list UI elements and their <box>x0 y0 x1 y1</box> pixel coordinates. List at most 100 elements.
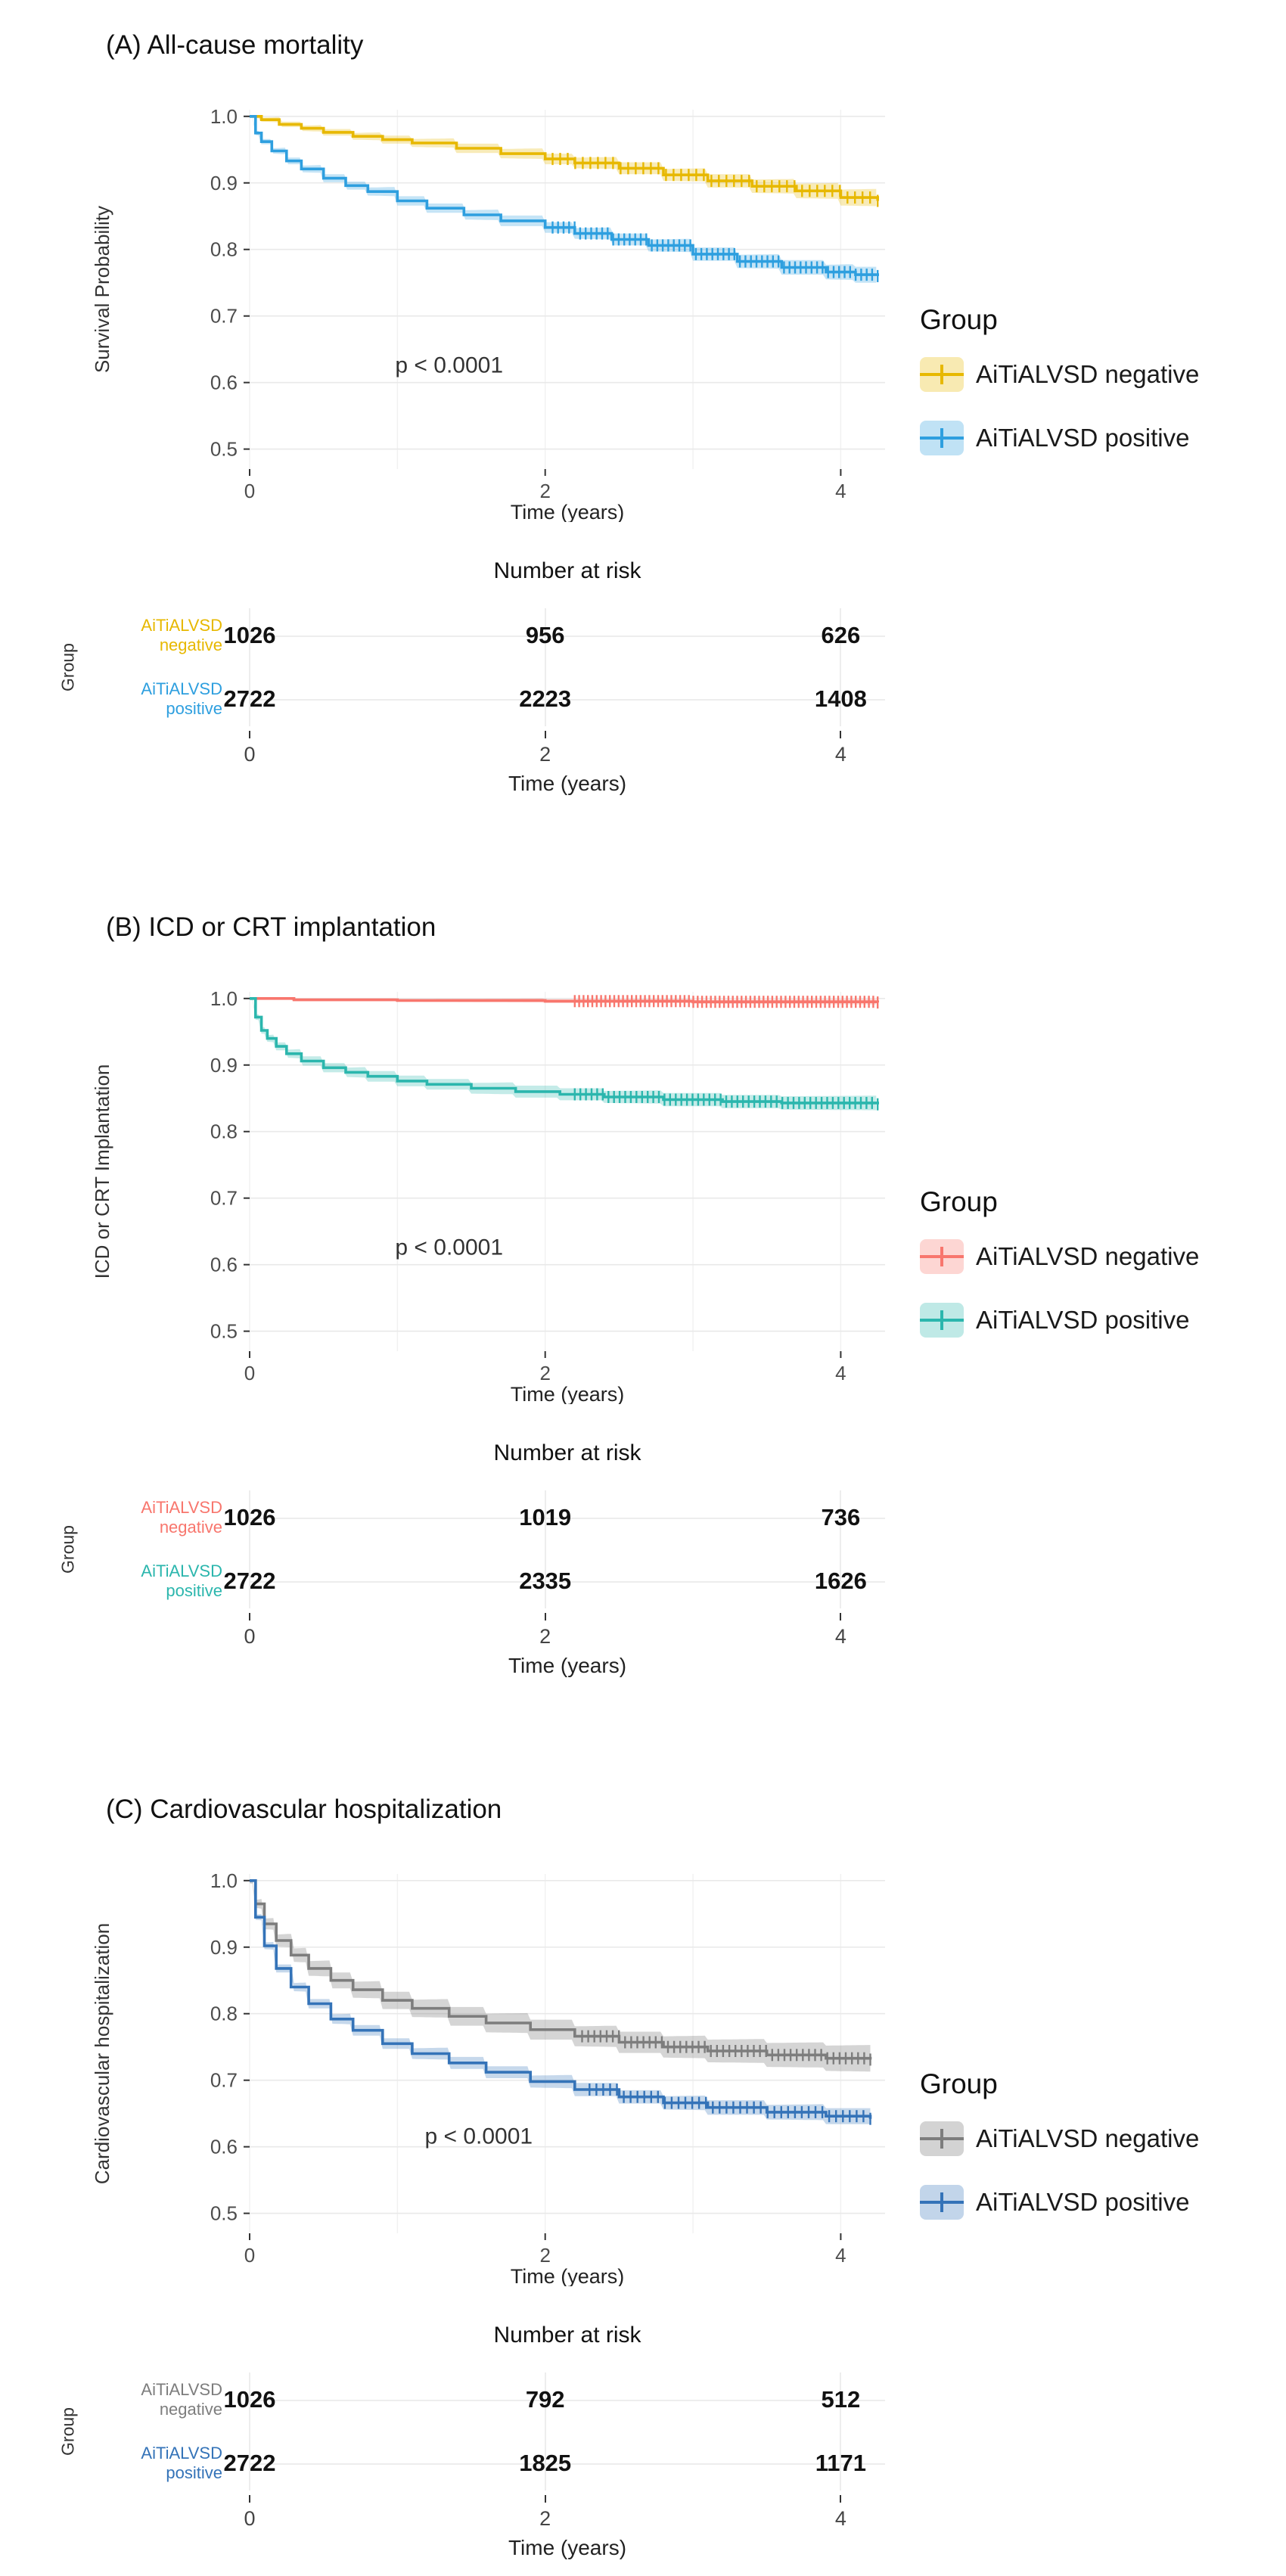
legend-key <box>920 2121 964 2156</box>
risk-row: AiTiALVSD positive 2722 2335 1626 <box>0 1549 1286 1613</box>
risk-group-label-line: negative <box>159 635 222 654</box>
risk-group-label-line: AiTiALVSD <box>141 1498 222 1517</box>
risk-count: 1171 <box>815 2450 867 2476</box>
plot-row: 0.5 0.6 0.7 0.8 0.9 1.0 Survival Probability 0 2… <box>0 98 1286 522</box>
pvalue-annotation: p < 0.0001 <box>395 1235 503 1260</box>
km-plot: 0.5 0.6 0.7 0.8 0.9 1.0 Cardiovascular hospita… <box>91 1869 885 2286</box>
axis-tick-label: 0.7 <box>210 1187 238 1210</box>
axis-tick <box>544 731 546 738</box>
axis-tick-label: 0.7 <box>210 305 238 328</box>
axis-tick-label: 1.0 <box>210 1869 238 1892</box>
risk-group-label-line: negative <box>159 2400 222 2419</box>
risk-table: Group AiTiALVSD negative 1026 792 512 Ai… <box>0 2368 1286 2495</box>
y-axis-label: Cardiovascular hospitalization <box>91 1923 113 2184</box>
legend-label: AiTiALVSD negative <box>976 2124 1200 2152</box>
plot-row: 0.5 0.6 0.7 0.8 0.9 1.0 ICD or CRT Implantatio… <box>0 980 1286 1404</box>
axis-tick-label: 0.5 <box>210 438 238 461</box>
panel-c: (C) Cardiovascular hospitalization 0.5 0.… <box>0 1764 1286 2571</box>
axis-tick-label: 0.8 <box>210 1120 238 1143</box>
survival-curve <box>250 1879 872 2119</box>
series-positive <box>250 997 879 1111</box>
legend-key <box>920 357 964 392</box>
axis-tick-label: 0.7 <box>210 2069 238 2092</box>
legend-item: AiTiALVSD positive <box>920 421 1275 455</box>
legend-label: AiTiALVSD negative <box>976 360 1200 388</box>
axis-tick-label: 4 <box>835 480 846 502</box>
risk-group-label-line: AiTiALVSD <box>141 2380 222 2399</box>
risk-count: 1026 <box>223 1504 276 1530</box>
risk-time-axis: 0 2 4 Time (years) <box>0 1613 1286 1689</box>
panel-title: (A) All-cause mortality <box>106 30 364 60</box>
risk-count: 512 <box>821 2386 861 2413</box>
risk-count: 1019 <box>519 1504 572 1530</box>
axis-tick-label: 4 <box>834 743 846 766</box>
risk-row: AiTiALVSD positive 2722 2223 1408 <box>0 667 1286 731</box>
risk-group-label-line: positive <box>166 2463 222 2482</box>
axis-tick-label: 0.9 <box>210 1936 238 1959</box>
axis-tick-label: 4 <box>835 2244 846 2267</box>
axis-tick <box>840 2495 842 2503</box>
risk-gridline-v <box>840 608 842 726</box>
risk-count: 792 <box>525 2386 565 2413</box>
confidence-band <box>250 1880 871 2124</box>
axis-tick-label: 2 <box>539 480 550 502</box>
series-positive <box>250 1879 872 2125</box>
risk-group-label: AiTiALVSD negative <box>83 2380 222 2419</box>
risk-group-label-line: AiTiALVSD <box>141 1561 222 1580</box>
legend-key-cross-icon <box>940 428 943 448</box>
series-positive <box>250 115 879 283</box>
axis-tick-label: 4 <box>834 1625 846 1648</box>
risk-gridline-v <box>840 1490 842 1608</box>
plot-grid <box>249 992 885 1351</box>
risk-table-title: Number at risk <box>493 1440 641 1465</box>
x-axis: 0 2 4 Time (years) <box>244 2233 846 2286</box>
legend-key-cross-icon <box>940 2129 943 2149</box>
confidence-band <box>250 116 877 207</box>
risk-table: Group AiTiALVSD negative 1026 956 626 Ai… <box>0 604 1286 731</box>
axis-tick <box>249 2495 250 2503</box>
axis-tick-label: 4 <box>834 2507 846 2530</box>
risk-count: 1026 <box>223 2386 276 2413</box>
risk-time-axis-label: Time (years) <box>508 772 627 795</box>
risk-group-label-line: AiTiALVSD <box>141 616 222 635</box>
axis-tick-label: 0 <box>244 2244 255 2267</box>
axis-tick-label: 0.6 <box>210 371 238 394</box>
risk-count: 1626 <box>814 1568 867 1594</box>
risk-gridline-v <box>840 2372 842 2491</box>
risk-group-label: AiTiALVSD positive <box>83 1561 222 1601</box>
risk-gridline-v <box>544 2372 546 2491</box>
risk-group-label: AiTiALVSD positive <box>83 2444 222 2483</box>
y-axis-label: ICD or CRT Implantation <box>91 1064 113 1279</box>
axis-tick-label: 0.5 <box>210 1320 238 1343</box>
risk-gridline-h <box>250 635 885 637</box>
risk-row: AiTiALVSD negative 1026 1019 736 <box>0 1486 1286 1549</box>
legend-key-cross-icon <box>940 365 943 384</box>
axis-tick-label: 2 <box>539 2244 550 2267</box>
axis-tick <box>840 1613 842 1620</box>
risk-row: AiTiALVSD positive 2722 1825 1171 <box>0 2432 1286 2495</box>
pvalue-annotation: p < 0.0001 <box>424 2124 533 2149</box>
risk-group-label-line: positive <box>166 1581 222 1600</box>
legend-label: AiTiALVSD positive <box>976 2188 1190 2216</box>
risk-gridline-v <box>544 1490 546 1608</box>
legend: Group AiTiALVSD negative AiTiALVSD posit… <box>920 2068 1275 2248</box>
risk-count: 2722 <box>223 1568 276 1594</box>
risk-gridline-v <box>249 1490 250 1608</box>
legend-title: Group <box>920 1186 998 1217</box>
legend-label: AiTiALVSD positive <box>976 424 1190 452</box>
plot-row: 0.5 0.6 0.7 0.8 0.9 1.0 Cardiovascular hospita… <box>0 1863 1286 2286</box>
x-axis: 0 2 4 Time (years) <box>244 1351 846 1404</box>
risk-row: AiTiALVSD negative 1026 792 512 <box>0 2368 1286 2432</box>
legend-title: Group <box>920 304 998 335</box>
risk-count: 2722 <box>223 685 276 712</box>
risk-gridline-v <box>249 608 250 726</box>
risk-group-label: AiTiALVSD negative <box>83 1498 222 1537</box>
legend-key-cross-icon <box>940 1310 943 1330</box>
survival-curve <box>250 997 879 1105</box>
axis-tick <box>840 731 842 738</box>
risk-count: 2223 <box>519 685 572 712</box>
axis-tick <box>544 2495 546 2503</box>
axis-tick-label: 0.8 <box>210 238 238 261</box>
risk-gridline-v <box>544 608 546 726</box>
risk-group-label-line: negative <box>159 1518 222 1537</box>
